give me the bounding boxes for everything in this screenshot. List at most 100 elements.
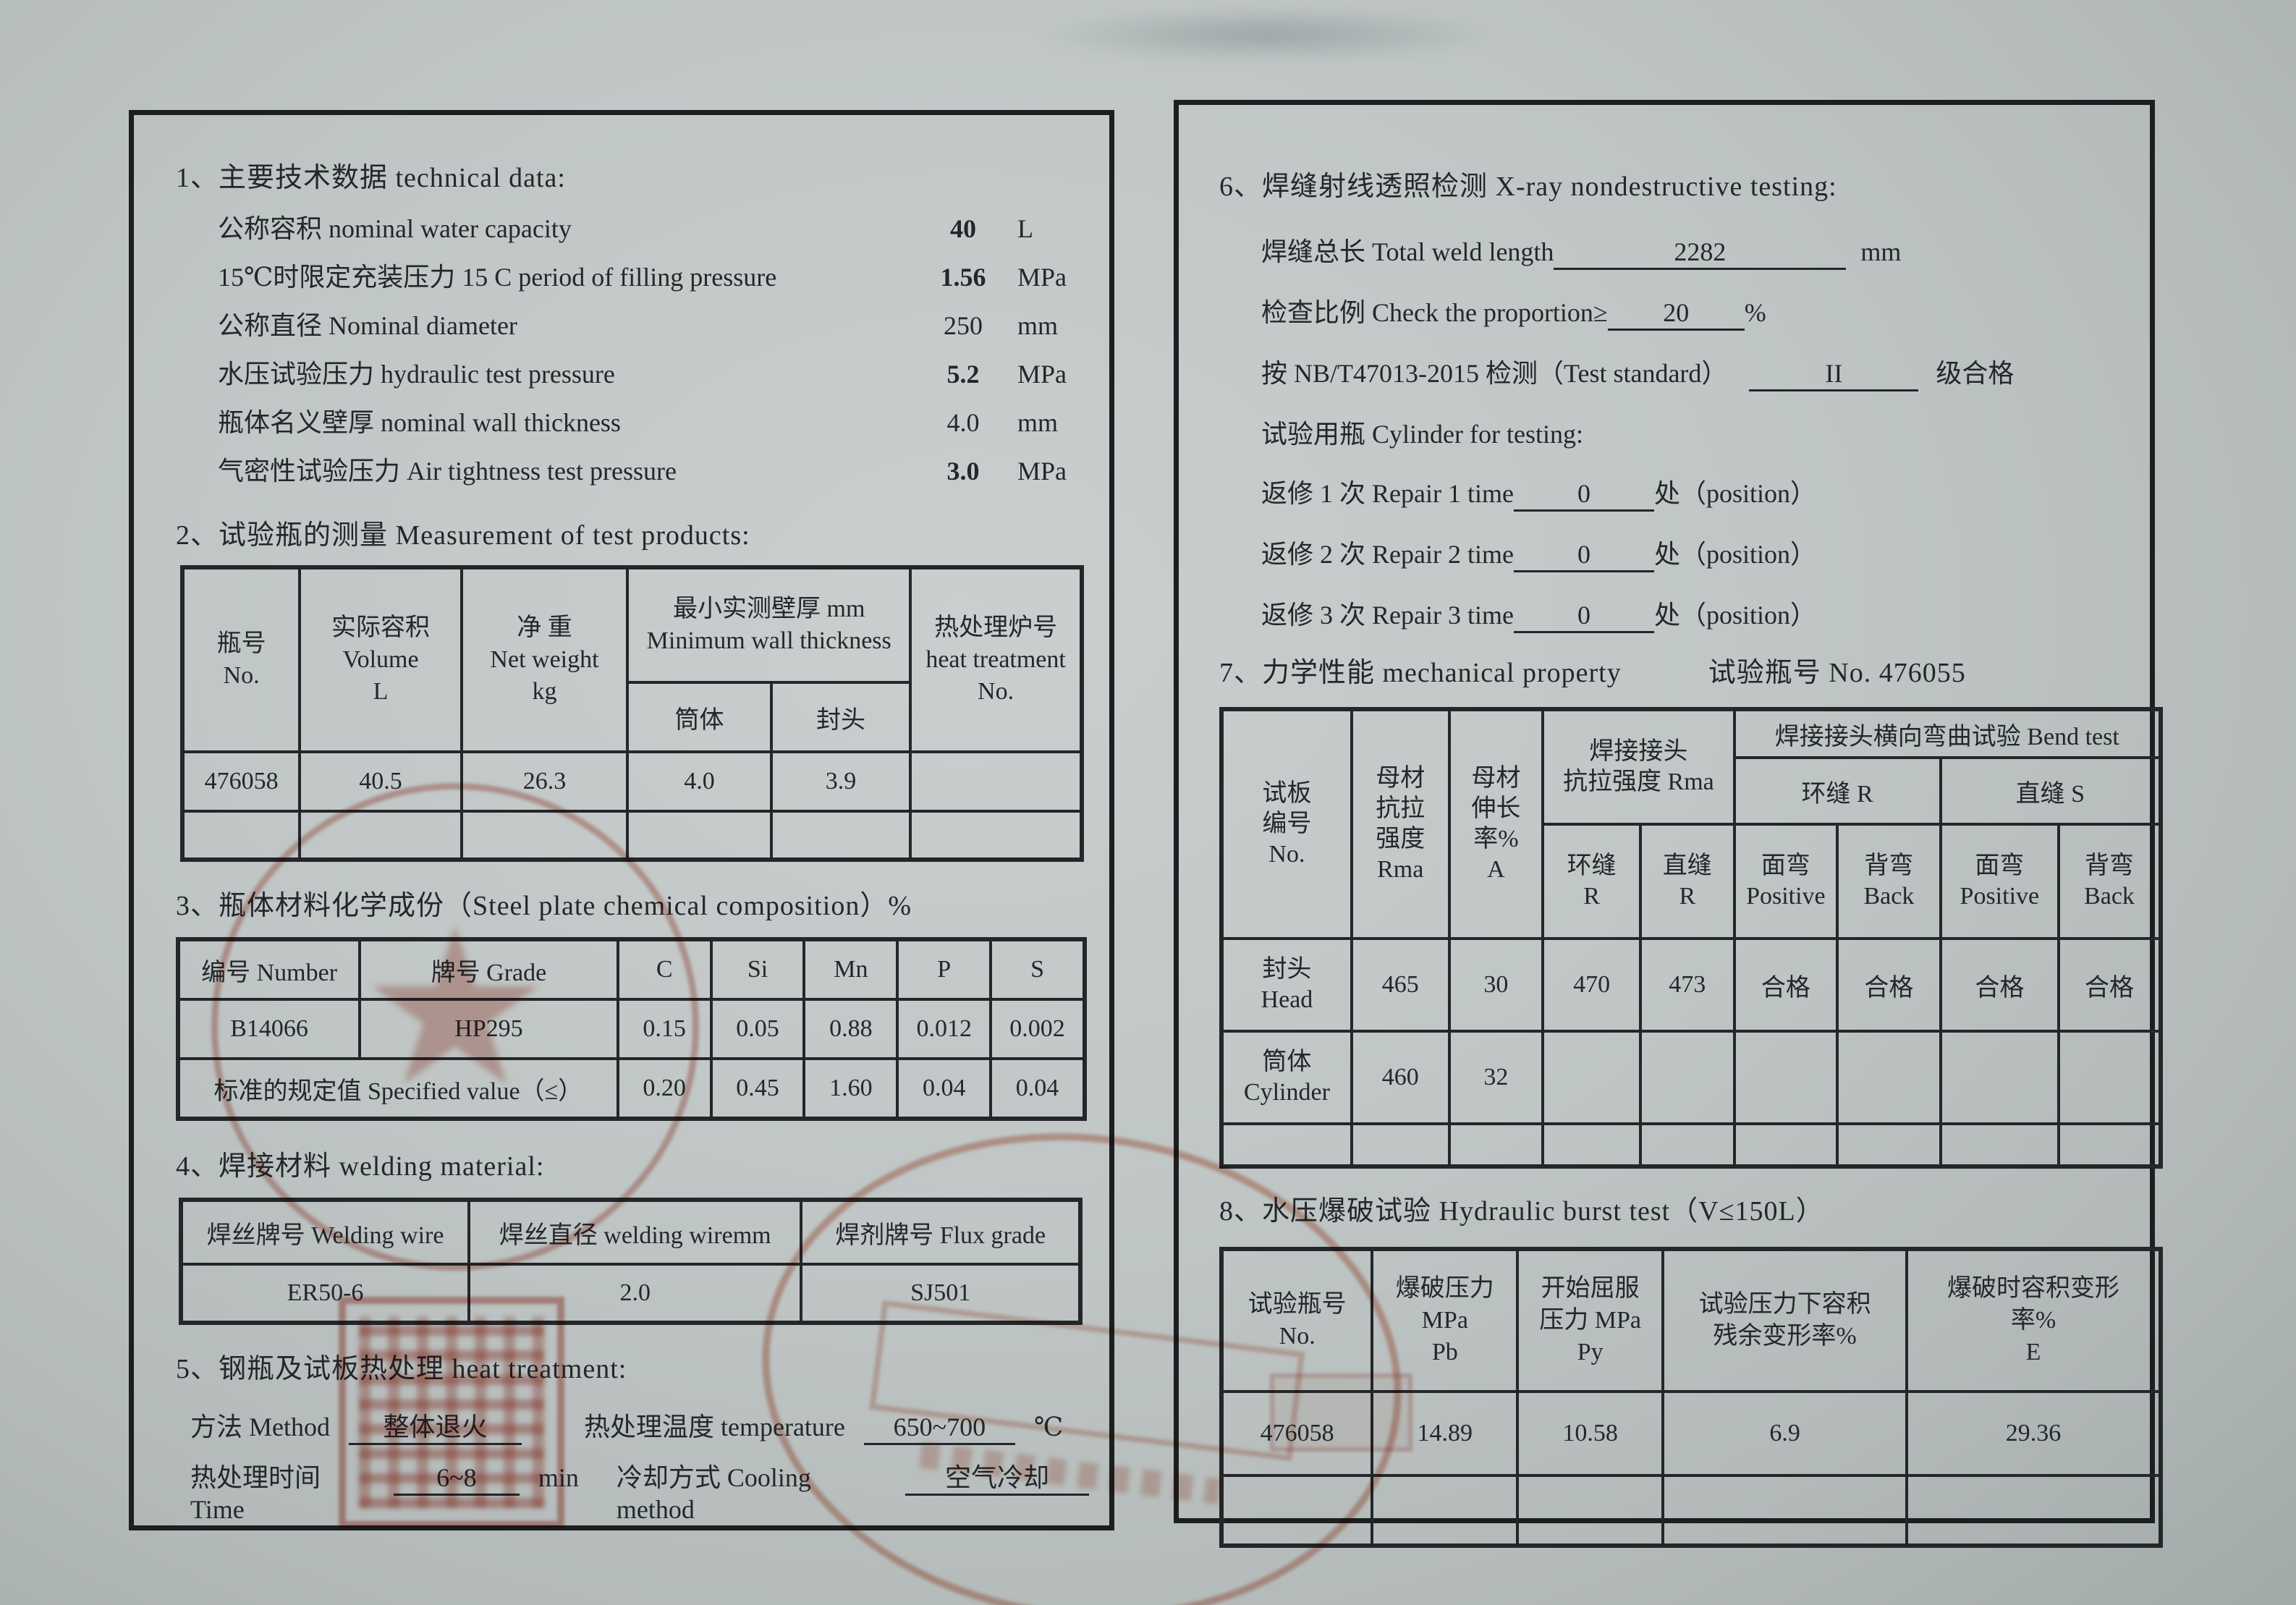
cooling-value: 空气冷却 — [905, 1462, 1089, 1496]
standard-label: 按 NB/T47013-2015 检测（Test standard） — [1261, 359, 1728, 388]
cell — [909, 810, 1083, 860]
method-label: 方法 Method — [190, 1413, 330, 1441]
tech-data-row: 瓶体名义壁厚 nominal wall thickness 4.0 mm — [218, 402, 1097, 450]
cell: 2.0 — [467, 1263, 803, 1324]
col-header: 牌号 Grade — [358, 939, 619, 1001]
section2-title: 2、试验瓶的测量 Measurement of test products: — [176, 520, 750, 551]
tech-data-row: 公称容积 nominal water capacity 40 L — [218, 208, 1097, 256]
temperature-label: 热处理温度 temperature — [584, 1413, 845, 1441]
col-header: 环缝 R — [1732, 756, 1942, 826]
cell: 0.05 — [709, 998, 806, 1060]
table-row: 焊丝牌号 Welding wire 焊丝直径 welding wiremm 焊剂… — [179, 1199, 1081, 1266]
cell: 10.58 — [1516, 1390, 1665, 1477]
col-header: 面弯 Positive — [1732, 823, 1839, 940]
cylinder-for-testing-label: 试验用瓶 Cylinder for testing: — [1261, 420, 1583, 449]
col-header: 背弯 Back — [2056, 823, 2162, 940]
section7-title: 7、力学性能 mechanical property — [1219, 658, 1622, 688]
section8-title: 8、水压爆破试验 Hydraulic burst test（V≤150L） — [1219, 1196, 1824, 1227]
temperature-value: 650~700 — [863, 1411, 1015, 1445]
cell — [769, 810, 912, 860]
cell — [1939, 1122, 2060, 1167]
tech-data-row: 气密性试验压力 Air tightness test pressure 3.0 … — [218, 450, 1097, 499]
cell: 合格 — [1732, 937, 1839, 1033]
col-header: 环缝 R — [1541, 823, 1642, 940]
table-row: B14066 HP295 0.15 0.05 0.88 0.012 0.002 — [177, 998, 1085, 1060]
col-header: 焊丝直径 welding wiremm — [467, 1199, 803, 1266]
row-value: 4.0 — [946, 408, 980, 437]
col-header: 封头 — [769, 681, 912, 753]
method-value: 整体退火 — [349, 1411, 522, 1445]
repair1-suffix: 处（position） — [1653, 479, 1816, 508]
table-row: 476058 14.89 10.58 6.9 29.36 — [1220, 1390, 2161, 1477]
table-row — [1221, 1122, 2162, 1167]
table-row: 标准的规定值 Specified value（≤） 0.20 0.45 1.60… — [177, 1057, 1085, 1119]
cell: 1.60 — [802, 1057, 899, 1119]
cell — [1661, 1474, 1909, 1546]
cell: 30 — [1447, 937, 1545, 1033]
section6-title: 6、焊缝射线透照检测 X-ray nondestructive testing: — [1219, 171, 1837, 202]
row-label: 瓶体名义壁厚 nominal wall thickness — [218, 408, 621, 437]
weld-length-label: 焊缝总长 Total weld length — [1261, 237, 1554, 266]
standard-suffix: 级合格 — [1936, 359, 2015, 388]
cell — [909, 750, 1083, 813]
col-header: S — [989, 939, 1085, 1001]
col-header: 净 重 Net weight kg — [459, 567, 630, 753]
cell: 3.9 — [769, 750, 912, 813]
col-header: 开始屈服 压力 MPa Py — [1516, 1248, 1665, 1393]
cell: 0.45 — [709, 1057, 806, 1119]
cell: 0.15 — [616, 998, 713, 1060]
cell: HP295 — [358, 998, 619, 1060]
time-unit: min — [538, 1463, 579, 1492]
measurement-table: 瓶号 No. 实际容积 Volume L 净 重 Net weight kg 最… — [180, 565, 1084, 862]
row-value: 1.56 — [940, 263, 986, 292]
tech-data-row: 水压试验压力 hydraulic test pressure 5.2 MPa — [218, 353, 1097, 402]
proportion-value: 20 — [1607, 297, 1745, 331]
cell: 465 — [1350, 937, 1451, 1033]
repair2-value: 0 — [1513, 538, 1654, 572]
col-header: 母材 伸长 率% A — [1447, 708, 1545, 940]
col-header: Si — [709, 939, 806, 1001]
section5-title: 5、钢瓶及试板热处理 heat treatment: — [176, 1354, 627, 1384]
col-header: P — [896, 939, 993, 1001]
cell: 合格 — [1836, 937, 1942, 1033]
cell: 6.9 — [1661, 1390, 1909, 1477]
col-header: 试验瓶号 No. — [1220, 1248, 1374, 1393]
proportion-label: 检查比例 Check the proportion≥ — [1261, 298, 1608, 327]
row-unit: mm — [1017, 408, 1059, 437]
time-label: 热处理时间 Time — [190, 1463, 321, 1524]
col-header: 热处理炉号 heat treatment No. — [909, 567, 1083, 753]
cell — [1447, 1122, 1545, 1167]
col-header: 直缝 R — [1639, 823, 1736, 940]
cooling-label: 冷却方式 Cooling method — [616, 1463, 811, 1524]
row-label: 公称直径 Nominal diameter — [218, 311, 517, 340]
row-label: 15℃时限定充装压力 15 C period of filling pressu… — [218, 263, 777, 292]
welding-material-table: 焊丝牌号 Welding wire 焊丝直径 welding wiremm 焊剂… — [179, 1198, 1083, 1325]
cell: 0.88 — [802, 998, 899, 1060]
row-label: 公称容积 nominal water capacity — [218, 214, 572, 243]
cell — [2056, 1030, 2162, 1125]
col-header: 编号 Number — [177, 939, 362, 1001]
cell: 460 — [1350, 1030, 1451, 1125]
cell: 476058 — [181, 750, 302, 813]
table-row: 封头 Head 465 30 470 473 合格 合格 合格 合格 — [1221, 937, 2162, 1033]
col-header: 焊剂牌号 Flux grade — [800, 1199, 1081, 1266]
repair3-label: 返修 3 次 Repair 3 time — [1261, 601, 1514, 630]
cell — [1905, 1474, 2161, 1546]
repair2-suffix: 处（position） — [1653, 540, 1816, 569]
cell — [1221, 1122, 1353, 1167]
cell: 筒体 Cylinder — [1221, 1030, 1353, 1125]
row-unit: MPa — [1017, 263, 1067, 292]
table-row — [1220, 1474, 2161, 1546]
cell — [2056, 1122, 2162, 1167]
row-label: 水压试验压力 hydraulic test pressure — [218, 360, 615, 389]
cell: 0.04 — [989, 1057, 1085, 1119]
temperature-unit: ℃ — [1033, 1413, 1064, 1441]
col-header: 焊接接头 抗拉强度 Rma — [1541, 708, 1736, 826]
cell: 0.04 — [896, 1057, 993, 1119]
time-value: 6~8 — [393, 1462, 520, 1496]
certificate-page-right: 6、焊缝射线透照检测 X-ray nondestructive testing:… — [1174, 100, 2163, 1548]
cell: 40.5 — [298, 750, 463, 813]
cell — [1836, 1030, 1942, 1125]
col-header: 试板 编号 No. — [1221, 708, 1353, 940]
